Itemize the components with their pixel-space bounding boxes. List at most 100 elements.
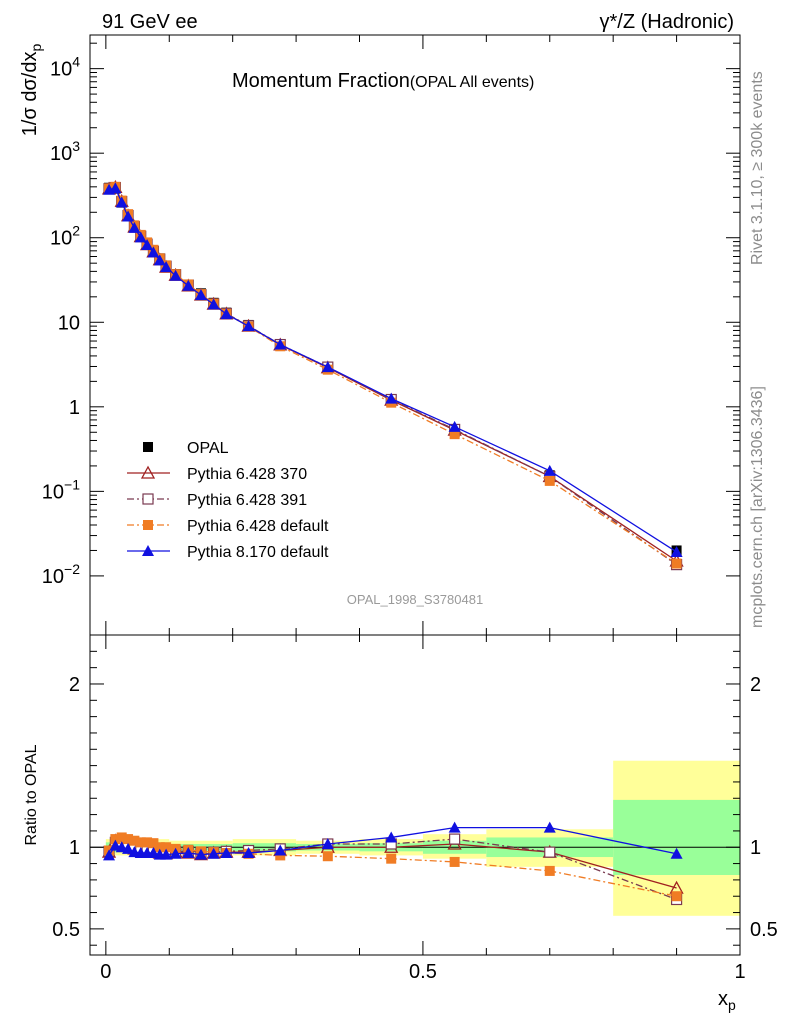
ratio-data-point xyxy=(385,831,398,843)
main-data-point xyxy=(544,475,555,486)
legend-entry: Pythia 6.428 370 xyxy=(127,465,307,483)
ratio-data-point xyxy=(544,865,555,876)
x-tick-label: 0.5 xyxy=(409,961,437,983)
ratio-data-point xyxy=(123,834,134,845)
chart-subtitle: (OPAL All events) xyxy=(410,74,535,91)
main-y-tick-exp: 2 xyxy=(72,223,80,239)
ratio-data-point xyxy=(160,848,173,860)
ratio-data-point xyxy=(321,837,334,849)
ratio-data-point xyxy=(242,846,255,858)
ratio-data-point xyxy=(182,846,195,858)
main-data-point xyxy=(449,429,460,440)
main-data-point xyxy=(134,231,147,243)
main-data-point xyxy=(242,320,255,332)
legend: OPAL Pythia 6.428 370 Pythia 6.428 391 Pyth… xyxy=(127,440,329,561)
legend-entry: Pythia 8.170 default xyxy=(127,544,329,561)
main-series-4 xyxy=(103,182,683,557)
ratio-data-point xyxy=(386,853,397,864)
ratio-data-point xyxy=(129,835,140,846)
legend-marker xyxy=(143,442,153,452)
main-y-tick-label: 10 xyxy=(58,312,80,334)
main-data-point xyxy=(448,420,461,432)
main-y-tick-exp: 4 xyxy=(72,54,80,70)
ratio-data-point xyxy=(670,847,683,859)
ratio-series-line xyxy=(108,836,677,897)
main-series-layer xyxy=(101,179,684,571)
main-series-line xyxy=(108,186,677,565)
main-y-tick-base: 10 xyxy=(42,566,64,588)
ratio-y-tick-label: 1 xyxy=(69,837,80,859)
main-data-point xyxy=(153,254,166,266)
main-y-tick-label: 102 xyxy=(50,223,80,250)
ratio-series-3 xyxy=(103,821,683,861)
ratio-data-point xyxy=(220,846,233,858)
main-y-tick-exp: −2 xyxy=(64,561,80,577)
ratio-series-line xyxy=(108,838,677,901)
main-data-point xyxy=(147,246,160,258)
main-ylabel-sub: p xyxy=(28,44,44,52)
ratio-y-tick-label-right: 1 xyxy=(750,837,761,859)
legend-label: Pythia 6.428 default xyxy=(187,518,329,535)
main-data-point xyxy=(122,210,135,222)
ratio-data-point xyxy=(110,834,121,845)
ratio-y-tick-label: 2 xyxy=(69,674,80,696)
main-data-point xyxy=(385,392,398,404)
site-label: mcplots.cern.ch [arXiv:1306.3436] xyxy=(749,386,766,628)
main-data-point xyxy=(194,289,207,301)
ratio-band-inner xyxy=(613,799,740,875)
main-y-tick-base: 10 xyxy=(50,59,72,81)
main-data-point xyxy=(671,558,682,569)
main-y-tick-base: 10 xyxy=(42,481,64,503)
x-axis-label: xp xyxy=(718,988,736,1013)
legend-entry: OPAL xyxy=(143,440,229,457)
x-axis-label-sub: p xyxy=(728,997,736,1013)
ratio-y-tick-label-right: 2 xyxy=(750,674,761,696)
main-y-tick-base: 10 xyxy=(50,228,72,250)
process-label: γ*/Z (Hadronic) xyxy=(600,11,734,33)
legend-entry: Pythia 6.428 default xyxy=(127,518,329,535)
legend-label: Pythia 6.428 370 xyxy=(187,466,307,483)
main-data-point xyxy=(169,269,182,281)
rivet-label: Rivet 3.1.10, ≥ 300k events xyxy=(749,71,766,265)
ratio-plot-frame xyxy=(89,634,741,956)
ratio-data-point xyxy=(122,842,135,854)
legend-label: Pythia 8.170 default xyxy=(187,544,329,561)
x-axis-label-text: x xyxy=(718,988,728,1010)
main-y-tick-base: 10 xyxy=(58,312,80,334)
main-data-point xyxy=(274,338,287,350)
ratio-data-point xyxy=(169,847,182,859)
energy-label: 91 GeV ee xyxy=(102,11,198,33)
ratio-data-point xyxy=(543,821,556,833)
main-data-point xyxy=(543,464,556,476)
main-y-tick-base: 1 xyxy=(69,397,80,419)
ratio-data-point xyxy=(449,833,461,845)
ratio-data-point xyxy=(154,842,165,853)
ratio-data-point xyxy=(194,848,207,860)
main-series-line xyxy=(108,187,677,553)
main-data-point xyxy=(115,196,128,208)
main-data-point xyxy=(321,361,334,373)
main-y-tick-exp: 3 xyxy=(72,138,80,154)
watermark-label: OPAL_1998_S3780481 xyxy=(347,592,483,607)
ratio-data-point xyxy=(322,851,333,862)
ratio-data-point xyxy=(207,847,220,859)
legend-marker xyxy=(142,493,154,505)
main-ylabel-text: 1/σ dσ/dx xyxy=(19,52,41,137)
main-y-tick-label: 10−2 xyxy=(42,561,80,588)
chart-title: Momentum Fraction(OPAL All events) xyxy=(232,70,534,92)
ratio-data-point xyxy=(103,849,116,861)
x-tick-label: 0 xyxy=(100,961,111,983)
main-y-tick-label: 10−1 xyxy=(42,476,80,503)
ratio-data-point xyxy=(448,821,461,833)
ratio-ylabel: Ratio to OPAL xyxy=(23,744,40,845)
legend-marker xyxy=(140,465,156,479)
legend-label: Pythia 6.428 391 xyxy=(187,492,307,509)
legend-entry: Pythia 6.428 391 xyxy=(127,492,307,509)
ratio-data-point xyxy=(161,842,172,853)
main-data-point xyxy=(182,279,195,291)
main-data-point xyxy=(160,261,173,273)
main-y-tick-base: 10 xyxy=(50,143,72,165)
chart-title-text: Momentum Fraction xyxy=(232,70,410,92)
